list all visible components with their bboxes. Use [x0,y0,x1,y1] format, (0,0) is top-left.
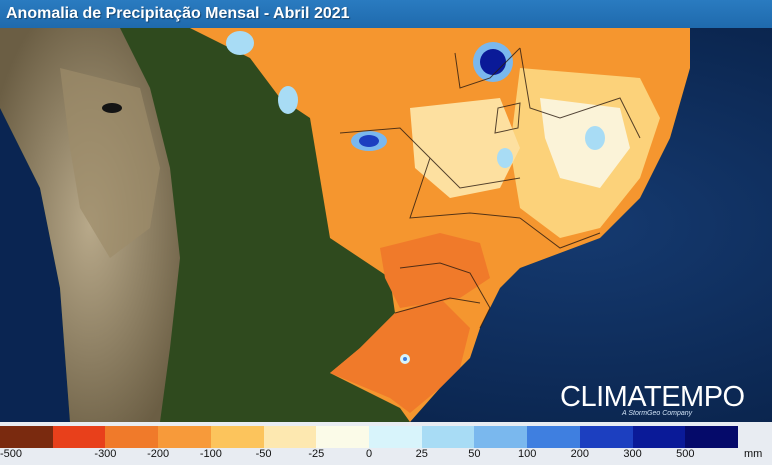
legend-swatch [0,426,53,448]
anomaly-blue-west-core [359,135,379,147]
legend-label: 50 [468,448,481,460]
anomaly-blue-east [585,126,605,150]
legend-swatch [579,426,633,448]
map-title: Anomalia de Precipitação Mensal - Abril … [0,0,772,28]
legend-swatch [210,426,264,448]
legend-swatch [158,426,211,448]
state-borders [339,47,641,329]
anomaly-blue-south-core [403,357,407,361]
anomaly-pale-northeast [540,98,630,188]
legend-label: 0 [365,448,373,460]
legend-swatch [369,426,422,448]
legend-color-strip [0,426,739,448]
legend-swatch [421,426,475,448]
legend-label: -500 [0,448,23,460]
legend-label: -200 [147,448,170,460]
legend-labels: -500 -300 -200 -100 -50 -25 0 25 50 100 200 300 500 [0,448,772,465]
legend-label: -100 [199,448,222,460]
legend-swatch [632,426,686,448]
logo-tagline: A StormGeo Company [622,410,693,417]
legend-label: -300 [94,448,117,460]
legend-label: -50 [255,448,272,460]
legend-swatch [474,426,528,448]
color-legend: -500 -300 -200 -100 -50 -25 0 25 50 100 200 300 500 … [0,422,772,465]
legend-label: 300 [623,448,642,460]
legend-label: 200 [570,448,590,460]
anomaly-deep-orange-south [330,298,470,413]
legend-label: 100 [517,448,537,460]
climatempo-logo: CLIMATEMPO [560,381,745,413]
anomaly-blue-center [497,148,513,168]
legend-swatch [52,426,106,448]
legend-swatch [316,426,370,448]
anomaly-blue-north-core [480,49,506,75]
anomaly-blue-northwest [226,31,254,55]
legend-swatch [527,426,580,448]
anomaly-blue-amazon [278,86,298,114]
legend-unit: mm [744,448,763,460]
map-canvas [0,28,772,422]
legend-swatch [263,426,317,448]
pacific-ocean [0,108,70,422]
andes-highlands [60,68,160,258]
legend-swatch [685,426,739,448]
lake [102,103,122,113]
precipitation-anomaly-map [0,28,772,422]
anomaly-light-center [410,98,520,198]
legend-label: 500 [676,448,695,460]
legend-swatch [105,426,159,448]
legend-label: -25 [308,448,325,460]
legend-label: 25 [415,448,428,460]
anomaly-deep-orange-mid [380,233,490,308]
